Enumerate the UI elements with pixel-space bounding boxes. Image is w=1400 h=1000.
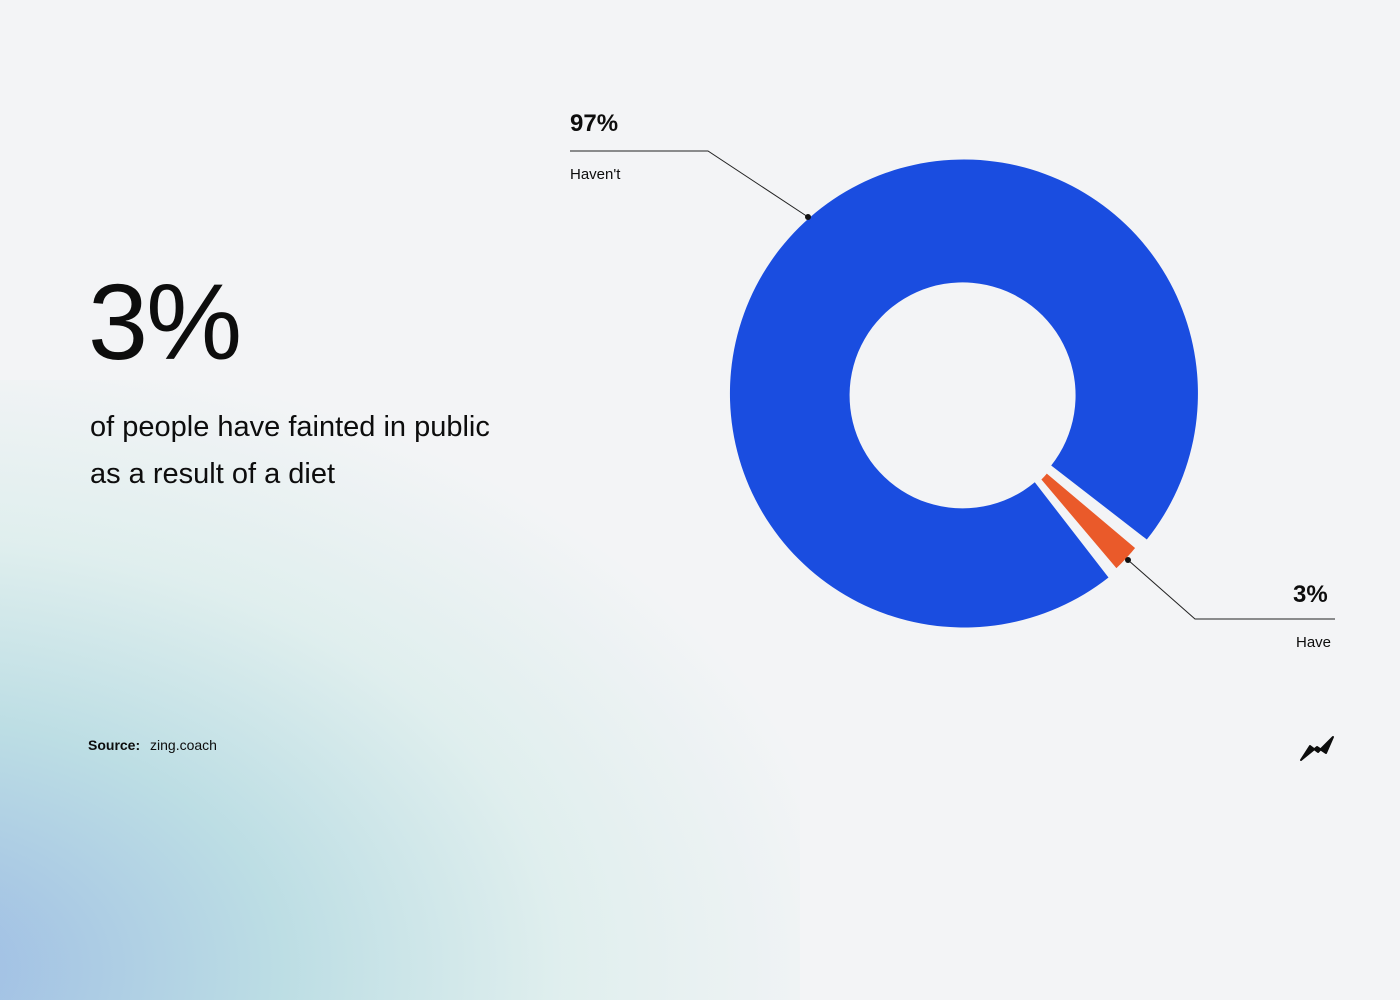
callout-line-have [1127, 559, 1335, 620]
callout-havent-label: Haven't [570, 166, 621, 183]
slice-havent [729, 159, 1198, 628]
callout-have-label: Have [1296, 634, 1332, 651]
callout-have-value: 3% [1293, 581, 1328, 608]
callout-line-havent [570, 150, 809, 218]
slice-have [1037, 470, 1139, 572]
source-note: Source: zing.coach [88, 737, 217, 753]
source-value: zing.coach [150, 737, 217, 753]
headline-description: of people have fainted in public as a re… [90, 411, 490, 490]
callout-dot-have [1125, 557, 1131, 563]
lightning-bolt-icon [1298, 734, 1338, 769]
headline-stat: 3% [88, 261, 242, 382]
source-label: Source: [88, 737, 141, 753]
callout-havent-value: 97% [570, 110, 619, 137]
donut-chart [570, 150, 1335, 628]
callout-dot-havent [805, 214, 811, 220]
